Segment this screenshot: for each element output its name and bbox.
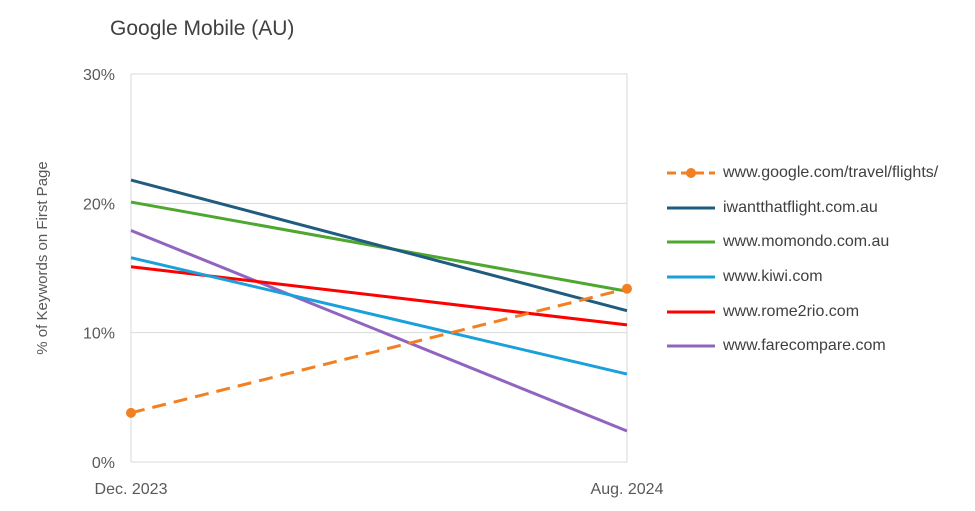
y-tick-label: 20% [83,196,115,213]
y-axis-ticks: 0% 10% 20% 30% [83,67,115,472]
legend-label: www.rome2rio.com [723,302,860,320]
data-point [126,407,136,418]
legend-item: www.farecompare.com [665,329,938,364]
series-line [130,178,628,313]
x-tick-label: Dec. 2023 [95,481,168,498]
legend-swatch [667,206,715,210]
legend-label: www.google.com/travel/flights/ [723,164,939,182]
y-tick-label: 10% [83,326,115,343]
legend-label: iwantthatflight.com.au [723,198,878,216]
y-axis-label: % of Keywords on First Page [34,161,51,354]
x-axis-ticks: Dec. 2023 Aug. 2024 [95,481,664,498]
gridlines [131,202,627,334]
legend-item: iwantthatflight.com.au [665,191,938,226]
legend-label: www.momondo.com.au [723,233,890,251]
legend-item: www.google.com/travel/flights/ [665,156,938,191]
legend-swatch [667,344,715,348]
legend-swatch [667,275,715,279]
legend: www.google.com/travel/flights/iwantthatf… [665,156,938,364]
data-point [622,283,632,294]
legend-label: www.kiwi.com [723,268,823,286]
x-tick-label: Aug. 2024 [591,481,664,498]
y-tick-label: 0% [92,455,115,472]
legend-item: www.kiwi.com [665,260,938,295]
series-line [130,256,628,376]
chart-title: Google Mobile (AU) [110,17,295,40]
legend-swatch [667,310,715,314]
series-group [126,178,632,433]
legend-swatch [667,168,715,179]
series-line [130,229,628,433]
legend-item: www.momondo.com.au [665,225,938,260]
series-line [130,287,628,415]
y-tick-label: 30% [83,67,115,84]
plot-area [130,73,628,463]
legend-label: www.farecompare.com [723,337,886,355]
legend-item: www.rome2rio.com [665,294,938,329]
legend-swatch [667,240,715,244]
